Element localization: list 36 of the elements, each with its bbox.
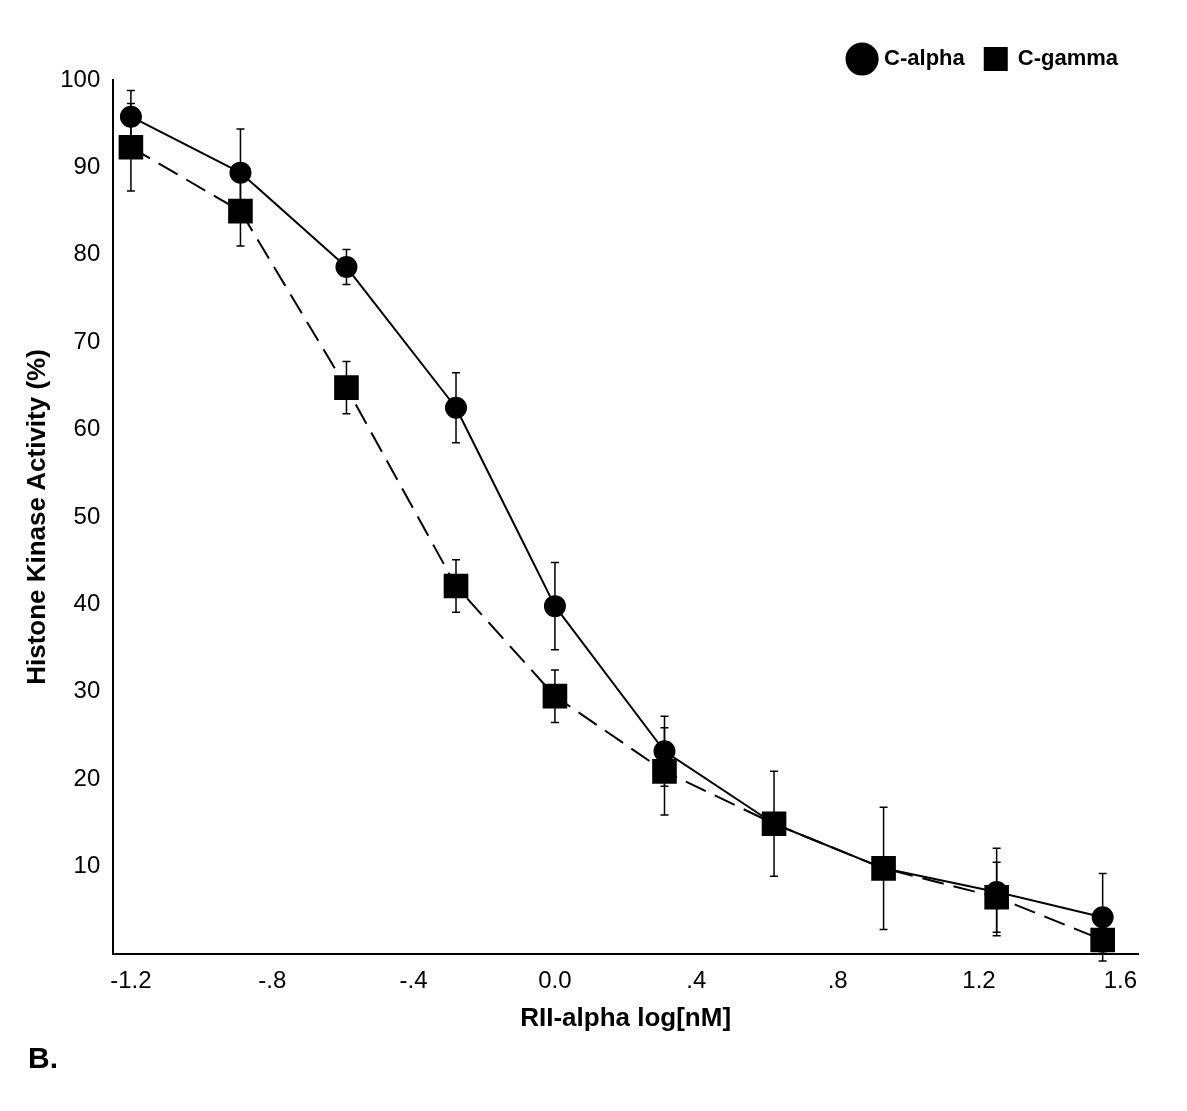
y-tick-label: 50: [73, 501, 101, 529]
legend-label: C-alpha: [884, 45, 966, 71]
y-tick-label: 70: [73, 326, 101, 354]
legend-label: C-gamma: [1017, 45, 1119, 71]
text: B.: [28, 1041, 58, 1074]
point: [118, 134, 144, 160]
point: [228, 198, 253, 224]
y-tick-label: 100: [60, 64, 101, 92]
y-tick-label: 80: [73, 239, 101, 267]
point: [543, 595, 566, 618]
x-tick-label: 0.0: [538, 966, 572, 994]
point: [443, 573, 469, 599]
x-tick-label: .8: [827, 966, 848, 994]
y-tick-label: 20: [73, 763, 101, 791]
x-tick-label: .4: [686, 966, 707, 994]
y-tick-label: 60: [73, 414, 101, 442]
point: [445, 396, 468, 419]
y-tick-label: 90: [73, 152, 101, 180]
y-tick-label: 10: [73, 851, 101, 879]
point: [119, 105, 142, 128]
point: [542, 683, 568, 709]
y-axis-title: Histone Kinase Activity (%): [20, 349, 51, 685]
x-axis-title: RII-alpha log[nM]: [520, 1001, 732, 1032]
x-tick-label: -1.2: [110, 966, 152, 994]
x-tick-label: -.4: [399, 966, 428, 994]
point: [335, 256, 358, 279]
point: [652, 759, 677, 784]
point: [334, 375, 359, 400]
x-tick-label: -.8: [258, 966, 287, 994]
y-tick-label: 30: [73, 676, 101, 704]
x-tick-label: 1.6: [1103, 966, 1138, 994]
point: [229, 161, 252, 184]
point: [1091, 906, 1114, 929]
y-tick-label: 40: [73, 589, 101, 617]
x-tick-label: 1.2: [962, 966, 996, 994]
point: [1090, 927, 1115, 953]
